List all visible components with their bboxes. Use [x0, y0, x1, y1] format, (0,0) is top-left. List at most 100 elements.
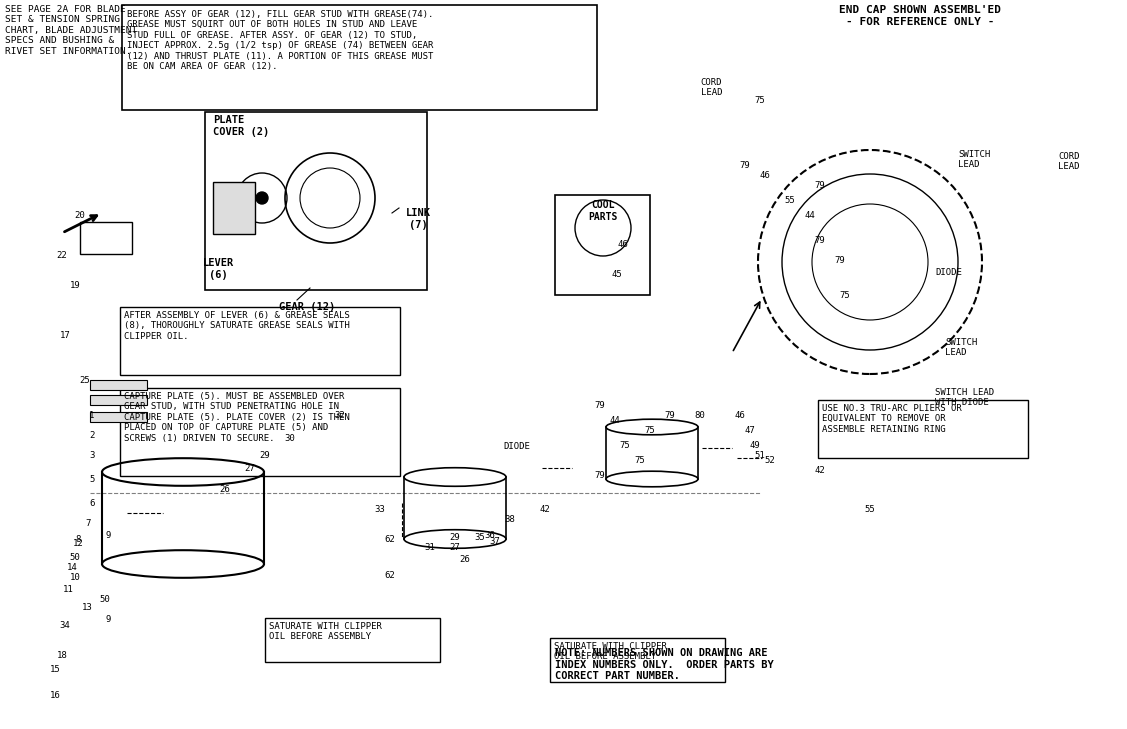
Text: NOTE: NUMBERS SHOWN ON DRAWING ARE
INDEX NUMBERS ONLY.  ORDER PARTS BY
CORRECT P: NOTE: NUMBERS SHOWN ON DRAWING ARE INDEX… [554, 648, 774, 681]
Text: PLATE
COVER (2): PLATE COVER (2) [213, 115, 269, 136]
Text: USE NO.3 TRU-ARC PLIERS OR
EQUIVALENT TO REMOVE OR
ASSEMBLE RETAINING RING: USE NO.3 TRU-ARC PLIERS OR EQUIVALENT TO… [822, 404, 961, 434]
Bar [213, 182, 255, 234]
Text: 3: 3 [89, 451, 95, 459]
Text: 29: 29 [259, 451, 270, 459]
Text: 6: 6 [89, 499, 95, 507]
Bar [205, 112, 427, 290]
Text: 34: 34 [60, 620, 70, 630]
Text: 32: 32 [335, 410, 345, 419]
Bar [90, 412, 147, 422]
Text: 12: 12 [72, 539, 83, 547]
Text: 62: 62 [384, 571, 396, 580]
Text: 79: 79 [739, 160, 751, 170]
Bar [554, 195, 650, 295]
Text: COOL
PARTS: COOL PARTS [588, 200, 618, 222]
Circle shape [256, 192, 268, 204]
Text: 8: 8 [76, 536, 81, 545]
Text: 80: 80 [694, 410, 706, 419]
Bar [119, 388, 400, 476]
Text: 27: 27 [450, 544, 460, 553]
Text: 33: 33 [374, 505, 385, 515]
Text: 16: 16 [50, 690, 61, 700]
Text: 38: 38 [505, 515, 515, 524]
Text: BEFORE ASSY OF GEAR (12), FILL GEAR STUD WITH GREASE(74).
GREASE MUST SQUIRT OUT: BEFORE ASSY OF GEAR (12), FILL GEAR STUD… [127, 10, 434, 71]
Text: LEVER
(6): LEVER (6) [203, 258, 233, 280]
Text: 75: 75 [840, 290, 851, 300]
Text: 75: 75 [645, 426, 656, 434]
Bar [90, 380, 147, 390]
Text: 55: 55 [864, 505, 876, 515]
Text: END CAP SHOWN ASSEMBL'ED
- FOR REFERENCE ONLY -: END CAP SHOWN ASSEMBL'ED - FOR REFERENCE… [838, 5, 1001, 26]
Text: CAPTURE PLATE (5). MUST BE ASSEMBLED OVER
GEAR STUD, WITH STUD PENETRATING HOLE : CAPTURE PLATE (5). MUST BE ASSEMBLED OVE… [124, 392, 349, 443]
Text: 75: 75 [755, 95, 765, 104]
Text: 44: 44 [805, 211, 815, 219]
Text: 9: 9 [105, 531, 110, 539]
Text: DIODE: DIODE [935, 268, 961, 277]
Text: 36: 36 [485, 531, 496, 539]
Text: 79: 79 [835, 255, 845, 265]
Text: 19: 19 [70, 281, 80, 289]
Bar [818, 400, 1028, 458]
Text: SEE PAGE 2A FOR BLADE
SET & TENSION SPRING
CHART, BLADE ADJUSTMENT
SPECS AND BUS: SEE PAGE 2A FOR BLADE SET & TENSION SPRI… [5, 5, 137, 55]
Text: 26: 26 [220, 486, 230, 494]
Text: 50: 50 [99, 596, 110, 604]
Text: 46: 46 [618, 240, 629, 249]
Text: 79: 79 [815, 181, 825, 190]
Text: 31: 31 [425, 544, 435, 553]
Bar [265, 618, 440, 662]
Text: SWITCH LEAD
WITH DIODE: SWITCH LEAD WITH DIODE [935, 388, 994, 408]
Text: 42: 42 [540, 505, 550, 515]
Text: 46: 46 [760, 171, 771, 179]
Text: 35: 35 [474, 534, 486, 542]
Text: 79: 79 [595, 470, 605, 480]
Text: CORD
LEAD: CORD LEAD [1058, 152, 1080, 171]
Bar [90, 395, 147, 405]
Text: 26: 26 [460, 555, 470, 564]
Text: 50: 50 [70, 553, 80, 563]
Text: 42: 42 [815, 466, 825, 475]
Text: 7: 7 [86, 518, 90, 528]
Text: 79: 79 [815, 235, 825, 244]
Text: 45: 45 [612, 270, 622, 279]
Text: 75: 75 [620, 440, 630, 450]
Text: 25: 25 [80, 375, 90, 384]
Text: 55: 55 [784, 195, 796, 205]
Text: LINK
(7): LINK (7) [406, 208, 431, 230]
Text: 44: 44 [610, 416, 620, 424]
Text: 79: 79 [665, 410, 675, 419]
Text: 46: 46 [735, 410, 745, 419]
Text: SATURATE WITH CLIPPER
OIL BEFORE ASSEMBLY: SATURATE WITH CLIPPER OIL BEFORE ASSEMBL… [554, 642, 667, 661]
Text: 47: 47 [745, 426, 755, 434]
Text: 10: 10 [70, 574, 80, 582]
Text: 13: 13 [81, 604, 92, 612]
Text: SWITCH
LEAD: SWITCH LEAD [946, 338, 977, 357]
Text: 14: 14 [66, 564, 78, 572]
Text: SWITCH
LEAD: SWITCH LEAD [958, 150, 991, 169]
Bar [122, 5, 597, 110]
Text: 79: 79 [595, 400, 605, 410]
Text: AFTER ASSEMBLY OF LEVER (6) & GREASE SEALS
(8), THOROUGHLY SATURATE GREASE SEALS: AFTER ASSEMBLY OF LEVER (6) & GREASE SEA… [124, 311, 349, 340]
Text: 62: 62 [384, 536, 396, 545]
Text: 1: 1 [89, 410, 95, 419]
Text: 75: 75 [635, 456, 646, 464]
Text: 11: 11 [63, 585, 73, 595]
Bar [80, 222, 132, 254]
Bar [119, 307, 400, 375]
Text: 22: 22 [56, 251, 68, 260]
Text: SATURATE WITH CLIPPER
OIL BEFORE ASSEMBLY: SATURATE WITH CLIPPER OIL BEFORE ASSEMBL… [269, 622, 382, 642]
Text: 52: 52 [764, 456, 775, 464]
Text: 2: 2 [89, 431, 95, 440]
Text: 37: 37 [489, 537, 500, 547]
Text: 27: 27 [245, 464, 256, 472]
Text: 17: 17 [60, 330, 70, 340]
Text: 49: 49 [749, 440, 761, 450]
Text: GEAR (12): GEAR (12) [278, 302, 335, 312]
Text: 18: 18 [56, 650, 68, 660]
Text: 9: 9 [105, 615, 110, 625]
Text: 5: 5 [89, 475, 95, 485]
Bar [550, 638, 725, 682]
Text: DIODE: DIODE [503, 442, 530, 451]
Text: 20: 20 [74, 211, 86, 219]
Text: 29: 29 [450, 534, 460, 542]
Text: 15: 15 [50, 666, 61, 674]
